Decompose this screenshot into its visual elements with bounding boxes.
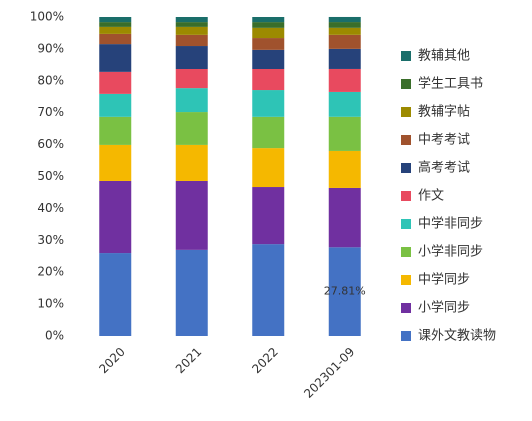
legend-swatch <box>401 247 411 257</box>
legend-label: 中学同步 <box>418 272 470 288</box>
legend-swatch <box>401 331 411 341</box>
bar-segment <box>328 116 361 151</box>
legend-label: 课外文教读物 <box>418 328 496 344</box>
x-tick-label: 2021 <box>173 345 204 376</box>
bar-segment <box>175 249 208 336</box>
y-tick-label: 10% <box>37 297 64 311</box>
bar-segment <box>252 187 285 245</box>
y-tick-label: 50% <box>37 169 64 183</box>
bar-segment <box>175 180 208 250</box>
bar-segment <box>252 49 285 69</box>
legend-label: 小学非同步 <box>418 244 483 260</box>
y-tick-label: 40% <box>37 201 64 215</box>
y-tick-label: 70% <box>37 105 64 119</box>
legend-label: 中学非同步 <box>418 216 483 232</box>
bar-segment <box>99 93 132 117</box>
bar-segment <box>175 34 208 47</box>
legend-swatch <box>401 219 411 229</box>
legend-swatch <box>401 107 411 117</box>
bar-segment <box>328 27 361 35</box>
legend-swatch <box>401 275 411 285</box>
legend-swatch <box>401 135 411 145</box>
bar-segment <box>175 88 208 113</box>
y-tick-label: 60% <box>37 137 64 151</box>
bar-segment <box>328 247 361 336</box>
bar-segment <box>328 16 361 23</box>
bar-segment <box>252 148 285 188</box>
y-tick-label: 0% <box>45 329 64 343</box>
legend-label: 小学同步 <box>418 300 470 316</box>
x-tick-label: 2020 <box>96 345 127 376</box>
bar-segment <box>99 44 132 72</box>
legend-swatch <box>401 303 411 313</box>
bar-segment <box>99 71 132 94</box>
bar-segment <box>175 17 208 23</box>
bar-segment <box>99 33 132 45</box>
legend-label: 中考考试 <box>418 133 470 148</box>
y-tick-label: 80% <box>37 73 64 87</box>
bar-segment <box>175 22 208 27</box>
bar-segment <box>99 144 132 181</box>
bar-segment <box>252 27 285 39</box>
y-tick-label: 90% <box>37 41 64 55</box>
bar-segment <box>252 38 285 50</box>
bar-segment <box>99 180 132 254</box>
legend-swatch <box>401 51 411 61</box>
bar-segment <box>99 116 132 145</box>
bar-segment <box>99 26 132 34</box>
legend-label: 教辅字帖 <box>418 104 470 120</box>
x-tick-label: 2022 <box>249 345 280 376</box>
bar-segment <box>252 68 285 91</box>
legend-swatch <box>401 191 411 201</box>
bar-segment <box>328 187 361 248</box>
bar-segment <box>175 112 208 145</box>
legend-label: 学生工具书 <box>418 76 483 92</box>
bar-segment <box>175 68 208 89</box>
legend-swatch <box>401 163 411 173</box>
x-tick-label: 202301-09 <box>301 345 357 401</box>
bar-segment <box>328 22 361 28</box>
y-tick-label: 20% <box>37 265 64 279</box>
bar-segment <box>99 253 132 336</box>
bar-segment <box>328 150 361 188</box>
bar-segment <box>328 68 361 92</box>
bar-segment <box>328 48 361 69</box>
bar-segment <box>252 116 285 149</box>
bar-segment <box>328 91 361 117</box>
bar-segment <box>252 22 285 28</box>
legend-label: 高考考试 <box>418 160 470 176</box>
y-tick-label: 100% <box>30 10 64 24</box>
bar-segment <box>175 46 208 69</box>
legend-label: 作文 <box>418 189 444 204</box>
bar-segment <box>175 26 208 35</box>
bar-segment <box>252 17 285 23</box>
bar-segment <box>328 34 361 49</box>
legend-label: 教辅其他 <box>418 48 470 64</box>
bar-segment <box>252 90 285 117</box>
bar-segment <box>99 17 132 23</box>
y-tick-label: 30% <box>37 233 64 247</box>
bar-segment <box>99 22 132 27</box>
data-label: 27.81% <box>324 285 366 298</box>
legend-swatch <box>401 79 411 89</box>
bar-segment <box>175 144 208 181</box>
bar-segment <box>252 244 285 336</box>
